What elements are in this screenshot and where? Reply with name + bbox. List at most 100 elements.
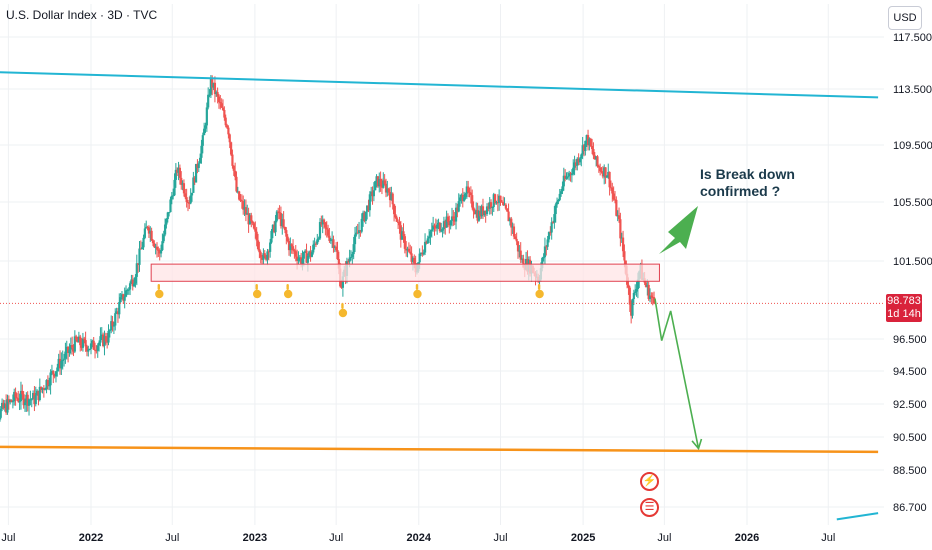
candle-body [352,244,355,255]
candle-body [511,226,514,228]
candle-body [209,77,212,95]
candle-body [147,227,151,234]
candle-body [608,171,611,188]
candle-body [340,286,343,288]
candle-body [456,207,459,212]
y-tick-label: 88.500 [893,465,927,477]
candle-body [407,248,410,252]
candle-body [100,334,103,337]
candle-body [95,350,98,352]
candle-body [494,194,497,204]
candle-body [178,167,182,178]
candle-body [44,389,47,391]
candle-body [84,340,87,347]
candle-body [312,244,315,253]
candle-body [219,102,222,104]
hand-pointer-icon [155,289,164,299]
candle-body [581,145,584,155]
candle-body [577,158,580,163]
candle-body [229,142,233,155]
candle-body [313,243,316,245]
candle-body [550,222,553,233]
candle-body [118,302,121,315]
candle-body [282,219,285,227]
candle-body [269,242,272,252]
earnings-icon[interactable]: ☰ [640,498,659,517]
candle-body [426,238,429,244]
candle-body [419,252,423,254]
candle-body [406,248,409,251]
candle-body [141,247,144,250]
candle-body [332,239,335,248]
candle-body [542,257,545,259]
candle-body [146,226,149,228]
candle-body [423,241,427,253]
candle-body [471,195,474,208]
candle-body [546,239,549,247]
candle-body [387,188,390,192]
candle-body [96,345,99,351]
x-tick-label: Jul [821,532,835,544]
candle-body [193,177,196,183]
candle-body [250,215,253,222]
candle-body [166,212,169,220]
candle-body [137,263,140,265]
candle-body [368,194,371,211]
candle-body [386,188,389,193]
candle-body [401,231,404,240]
candle-body [648,295,652,300]
currency-button[interactable]: USD [888,6,922,30]
candle-body [541,258,544,269]
candle-body [40,386,43,390]
last-price-tag: 98.783 1d 14h [886,294,922,322]
candle-body [64,351,67,359]
candle-body [397,221,400,223]
candle-body [68,349,71,354]
candle-body [159,250,163,254]
candle-body [621,237,625,252]
candle-body [458,197,462,202]
candle-body [242,201,245,210]
candle-body [104,336,107,342]
x-tick-label: Jul [657,532,671,544]
candle-body [31,393,35,400]
candle-body [403,236,406,249]
x-tick-label: Jul [329,532,343,544]
candle-body [46,380,49,386]
candle-body [283,226,287,231]
x-tick-label: Jul [165,532,179,544]
candle-body [223,109,226,118]
candle-body [569,173,572,175]
candle-body [38,386,41,400]
flash-icon[interactable]: ⚡ [640,472,659,491]
candle-body [0,402,4,409]
candle-countdown: 1d 14h [887,308,921,320]
candle-body [131,279,134,287]
candle-body [128,283,132,290]
candle-body [617,215,621,220]
candle-body [107,330,110,343]
candle-body [11,401,14,403]
candle-body [199,157,202,164]
candle-body [382,180,385,188]
candle-body [450,216,454,221]
candle-body [5,403,8,413]
candle-body [356,232,359,234]
candle-body [278,212,281,214]
candle-body [273,224,276,233]
candle-body [573,162,576,168]
candle-body [115,311,118,314]
candle-body [651,296,654,298]
candle-body [572,167,575,175]
candle-body [628,287,631,305]
candle-body [103,336,106,347]
candle-body [432,225,435,230]
candle-body [169,199,172,213]
candle-body [477,210,481,221]
candle-body [158,250,161,254]
candle-body [454,207,458,222]
candle-body [308,251,311,256]
candle-body [263,253,266,256]
y-tick-label: 109.500 [893,140,932,152]
